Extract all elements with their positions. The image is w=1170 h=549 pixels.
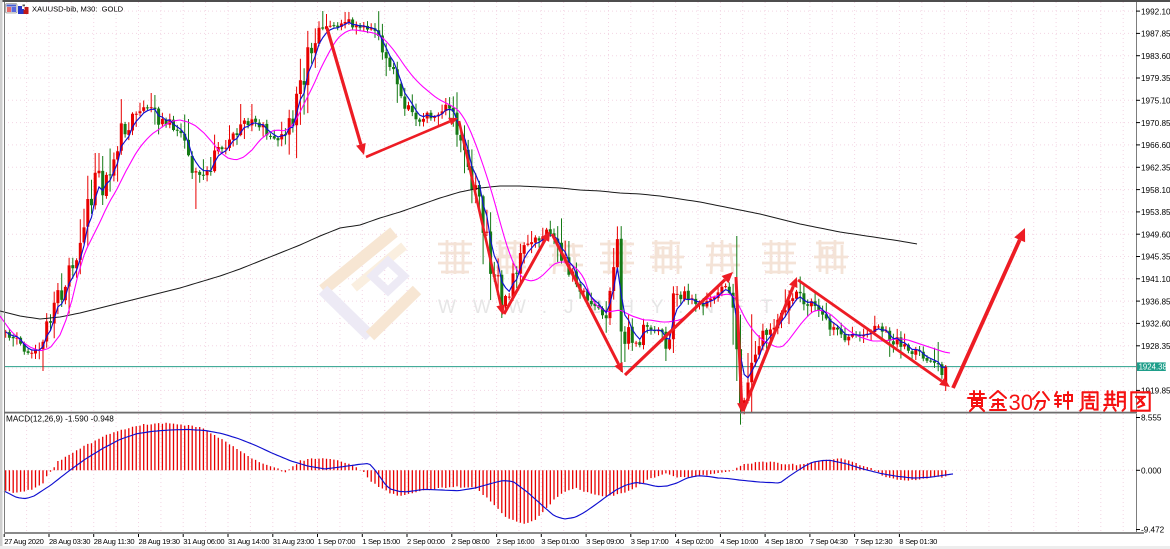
svg-text:7 Sep 04:30: 7 Sep 04:30 [810, 537, 848, 546]
svg-text:1936.85: 1936.85 [1141, 297, 1170, 306]
svg-text:3 Sep 17:00: 3 Sep 17:00 [631, 537, 669, 546]
svg-text:1949.60: 1949.60 [1141, 230, 1170, 239]
svg-text:8.555: 8.555 [1141, 414, 1162, 423]
svg-text:27 Aug 2020: 27 Aug 2020 [4, 537, 43, 546]
svg-text:1958.10: 1958.10 [1141, 186, 1170, 195]
svg-text:1992.10: 1992.10 [1141, 7, 1170, 16]
svg-text:30: 30 [1009, 390, 1033, 415]
svg-text:1953.85: 1953.85 [1141, 208, 1170, 217]
svg-text:2 Sep 00:00: 2 Sep 00:00 [407, 537, 445, 546]
svg-text:1945.35: 1945.35 [1141, 253, 1170, 262]
svg-text:1 Sep 15:00: 1 Sep 15:00 [362, 537, 400, 546]
svg-text:1975.10: 1975.10 [1141, 97, 1170, 106]
svg-text:31 Aug 06:00: 31 Aug 06:00 [183, 537, 224, 546]
svg-text:31 Aug 14:00: 31 Aug 14:00 [228, 537, 269, 546]
svg-text:1966.60: 1966.60 [1141, 141, 1170, 150]
svg-text:1919.85: 1919.85 [1141, 387, 1170, 396]
svg-text:7 Sep 12:30: 7 Sep 12:30 [855, 537, 893, 546]
svg-text:2 Sep 08:00: 2 Sep 08:00 [452, 537, 490, 546]
svg-text:1 Sep 07:00: 1 Sep 07:00 [318, 537, 356, 546]
svg-text:1924.38: 1924.38 [1139, 362, 1167, 371]
svg-text:4 Sep 18:00: 4 Sep 18:00 [765, 537, 803, 546]
svg-text:3 Sep 09:00: 3 Sep 09:00 [586, 537, 624, 546]
svg-text:3 Sep 01:00: 3 Sep 01:00 [541, 537, 579, 546]
svg-text:28 Aug 11:30: 28 Aug 11:30 [94, 537, 135, 546]
svg-text:2 Sep 16:00: 2 Sep 16:00 [497, 537, 535, 546]
svg-text:1932.60: 1932.60 [1141, 320, 1170, 329]
svg-text:1987.85: 1987.85 [1141, 30, 1170, 39]
svg-text:1962.35: 1962.35 [1141, 164, 1170, 173]
svg-text:1970.85: 1970.85 [1141, 119, 1170, 128]
svg-text:1928.35: 1928.35 [1141, 342, 1170, 351]
svg-text:1941.10: 1941.10 [1141, 275, 1170, 284]
svg-text:1983.60: 1983.60 [1141, 52, 1170, 61]
svg-text:4 Sep 02:00: 4 Sep 02:00 [676, 537, 714, 546]
svg-text:28 Aug 03:30: 28 Aug 03:30 [49, 537, 90, 546]
svg-text:0.000: 0.000 [1141, 467, 1162, 476]
svg-text:-9.472: -9.472 [1141, 526, 1165, 535]
svg-text:1979.35: 1979.35 [1141, 74, 1170, 83]
svg-text:XAUUSD-bib, M30: GOLD: XAUUSD-bib, M30: GOLD [32, 5, 124, 14]
svg-text:8 Sep 01:30: 8 Sep 01:30 [899, 537, 937, 546]
svg-text:MACD(12,26,9) -1.590 -0.948: MACD(12,26,9) -1.590 -0.948 [6, 415, 114, 424]
svg-text:28 Aug 19:30: 28 Aug 19:30 [139, 537, 180, 546]
svg-text:4 Sep 10:00: 4 Sep 10:00 [720, 537, 758, 546]
svg-text:31 Aug 23:00: 31 Aug 23:00 [273, 537, 314, 546]
